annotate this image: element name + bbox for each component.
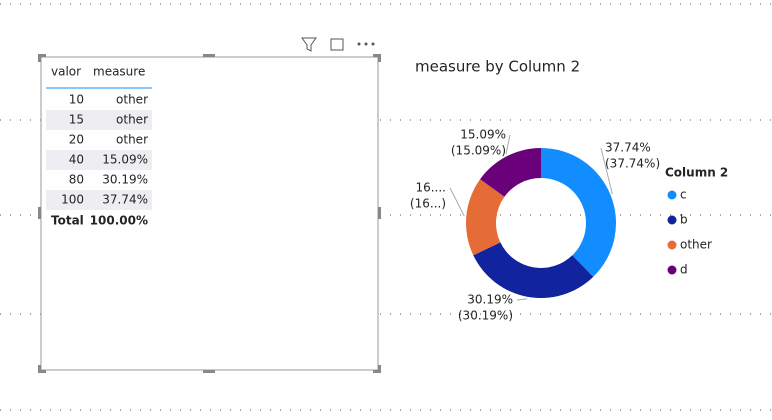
legend-label[interactable]: d xyxy=(680,263,688,277)
table-cell: 100 xyxy=(61,193,84,207)
more-options-icon[interactable] xyxy=(357,42,375,46)
table-cell: 15 xyxy=(69,113,84,127)
resize-handles xyxy=(38,54,381,373)
donut-slice[interactable] xyxy=(465,179,505,256)
data-label: 37.74% xyxy=(605,141,651,155)
data-label: (30.19%) xyxy=(458,309,513,323)
column-header[interactable]: measure xyxy=(93,65,145,79)
leader-line xyxy=(516,298,528,301)
leader-line xyxy=(449,187,465,217)
row-band xyxy=(46,110,152,130)
leader-line xyxy=(505,134,511,155)
data-label: (16...) xyxy=(410,197,446,211)
filter-icon[interactable] xyxy=(301,37,317,52)
table-visual-border[interactable] xyxy=(40,56,379,371)
donut-chart: 37.74% (37.74%) c 30.19% (30.19%) b 16.... (16.… xyxy=(410,128,712,323)
legend-label[interactable]: b xyxy=(680,213,688,227)
total-value: 100.00% xyxy=(90,214,148,228)
data-label: 15.09% xyxy=(460,128,506,142)
table-cell: 40 xyxy=(69,153,84,167)
table-cell: other xyxy=(116,133,148,147)
legend-marker[interactable] xyxy=(667,190,677,200)
donut-slice[interactable] xyxy=(480,148,541,197)
column-header[interactable]: valor xyxy=(51,65,81,79)
leader-line xyxy=(600,147,613,195)
legend-label[interactable]: other xyxy=(680,238,712,252)
table-cell: 15.09% xyxy=(102,153,148,167)
focus-mode-icon[interactable] xyxy=(330,38,344,51)
donut-slice[interactable] xyxy=(473,242,594,298)
legend-marker[interactable] xyxy=(667,240,677,250)
table-cell: 30.19% xyxy=(102,173,148,187)
legend-title: Column 2 xyxy=(665,166,728,180)
donut-slice[interactable] xyxy=(541,148,616,277)
table-cell: 20 xyxy=(69,133,84,147)
table-cell: 37.74% xyxy=(102,193,148,207)
table-cell: other xyxy=(116,113,148,127)
data-label: 16.... xyxy=(415,181,446,195)
visual-header-icons xyxy=(301,37,375,52)
table-cell: 10 xyxy=(69,93,84,107)
data-label: (37.74%) xyxy=(605,157,660,171)
row-band xyxy=(46,190,152,210)
legend-marker[interactable] xyxy=(667,265,677,275)
table: valor measure 10 other 15 other 20 other 40 15.09… xyxy=(46,65,152,228)
row-band xyxy=(46,150,152,170)
chart-title: measure by Column 2 xyxy=(415,58,580,76)
data-label: (15.09%) xyxy=(451,144,506,158)
legend-marker[interactable] xyxy=(667,215,677,225)
table-cell: 80 xyxy=(69,173,84,187)
total-label: Total xyxy=(51,214,84,228)
data-label: 30.19% xyxy=(467,293,513,307)
table-cell: other xyxy=(116,93,148,107)
legend-label[interactable]: c xyxy=(680,188,687,202)
